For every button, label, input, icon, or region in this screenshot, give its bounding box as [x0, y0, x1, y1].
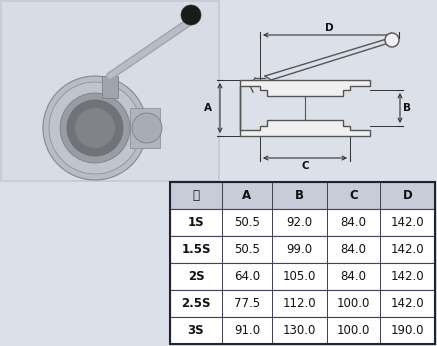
Bar: [170, 263, 435, 290]
Text: 84.0: 84.0: [340, 270, 367, 283]
Text: 77.5: 77.5: [234, 297, 260, 310]
Bar: [272, 290, 327, 317]
Bar: [170, 290, 222, 317]
Text: 190.0: 190.0: [391, 324, 424, 337]
Bar: [170, 290, 435, 317]
Text: 84.0: 84.0: [340, 243, 367, 256]
Bar: [272, 209, 327, 236]
Text: 3S: 3S: [187, 324, 205, 337]
Text: 2.5S: 2.5S: [181, 297, 211, 310]
Bar: [272, 263, 327, 290]
Text: C: C: [349, 189, 358, 202]
Circle shape: [132, 113, 162, 143]
Bar: [380, 236, 435, 263]
Text: 99.0: 99.0: [286, 243, 312, 256]
Bar: [327, 263, 380, 290]
Bar: [380, 209, 435, 236]
Bar: [222, 317, 272, 344]
Bar: [170, 182, 435, 344]
Text: 105.0: 105.0: [283, 270, 316, 283]
Bar: [170, 182, 435, 209]
Bar: [380, 317, 435, 344]
Bar: [170, 317, 435, 344]
Text: 64.0: 64.0: [234, 270, 260, 283]
Text: 142.0: 142.0: [391, 216, 424, 229]
Text: A: A: [243, 189, 252, 202]
Bar: [170, 236, 222, 263]
Text: 84.0: 84.0: [340, 216, 367, 229]
Bar: [380, 263, 435, 290]
Text: 142.0: 142.0: [391, 297, 424, 310]
Bar: [0, 0, 220, 182]
Text: A: A: [204, 103, 212, 113]
Circle shape: [43, 76, 147, 180]
Text: D: D: [402, 189, 413, 202]
Bar: [130, 108, 160, 148]
Text: 100.0: 100.0: [337, 324, 370, 337]
Bar: [222, 182, 272, 209]
Bar: [272, 182, 327, 209]
Text: 142.0: 142.0: [391, 243, 424, 256]
Text: 92.0: 92.0: [286, 216, 312, 229]
Circle shape: [385, 33, 399, 47]
Bar: [170, 263, 222, 290]
Circle shape: [181, 5, 201, 25]
Text: B: B: [403, 103, 411, 113]
Circle shape: [67, 100, 123, 156]
Bar: [170, 209, 435, 236]
Text: 112.0: 112.0: [283, 297, 316, 310]
Bar: [222, 236, 272, 263]
Text: 1S: 1S: [187, 216, 205, 229]
Bar: [170, 236, 435, 263]
Bar: [327, 209, 380, 236]
Bar: [170, 209, 222, 236]
Bar: [327, 290, 380, 317]
Text: C: C: [301, 161, 309, 171]
Text: 130.0: 130.0: [283, 324, 316, 337]
Text: B: B: [295, 189, 304, 202]
Bar: [327, 182, 380, 209]
Text: 呼: 呼: [193, 189, 200, 202]
Bar: [380, 182, 435, 209]
Text: 50.5: 50.5: [234, 216, 260, 229]
Bar: [327, 236, 380, 263]
Text: 91.0: 91.0: [234, 324, 260, 337]
Bar: [2, 2, 218, 180]
Bar: [222, 290, 272, 317]
Text: 142.0: 142.0: [391, 270, 424, 283]
Bar: [327, 317, 380, 344]
Bar: [272, 236, 327, 263]
Bar: [170, 317, 222, 344]
Circle shape: [60, 93, 130, 163]
Text: D: D: [325, 23, 334, 33]
Text: 2S: 2S: [187, 270, 205, 283]
Bar: [170, 182, 435, 344]
Bar: [222, 263, 272, 290]
Circle shape: [49, 82, 141, 174]
Circle shape: [75, 108, 115, 148]
Text: 1.5S: 1.5S: [181, 243, 211, 256]
Bar: [272, 317, 327, 344]
Bar: [170, 182, 222, 209]
Text: 100.0: 100.0: [337, 297, 370, 310]
Polygon shape: [240, 80, 370, 136]
Bar: [380, 290, 435, 317]
Text: 50.5: 50.5: [234, 243, 260, 256]
Bar: [222, 209, 272, 236]
Bar: [102, 76, 118, 98]
